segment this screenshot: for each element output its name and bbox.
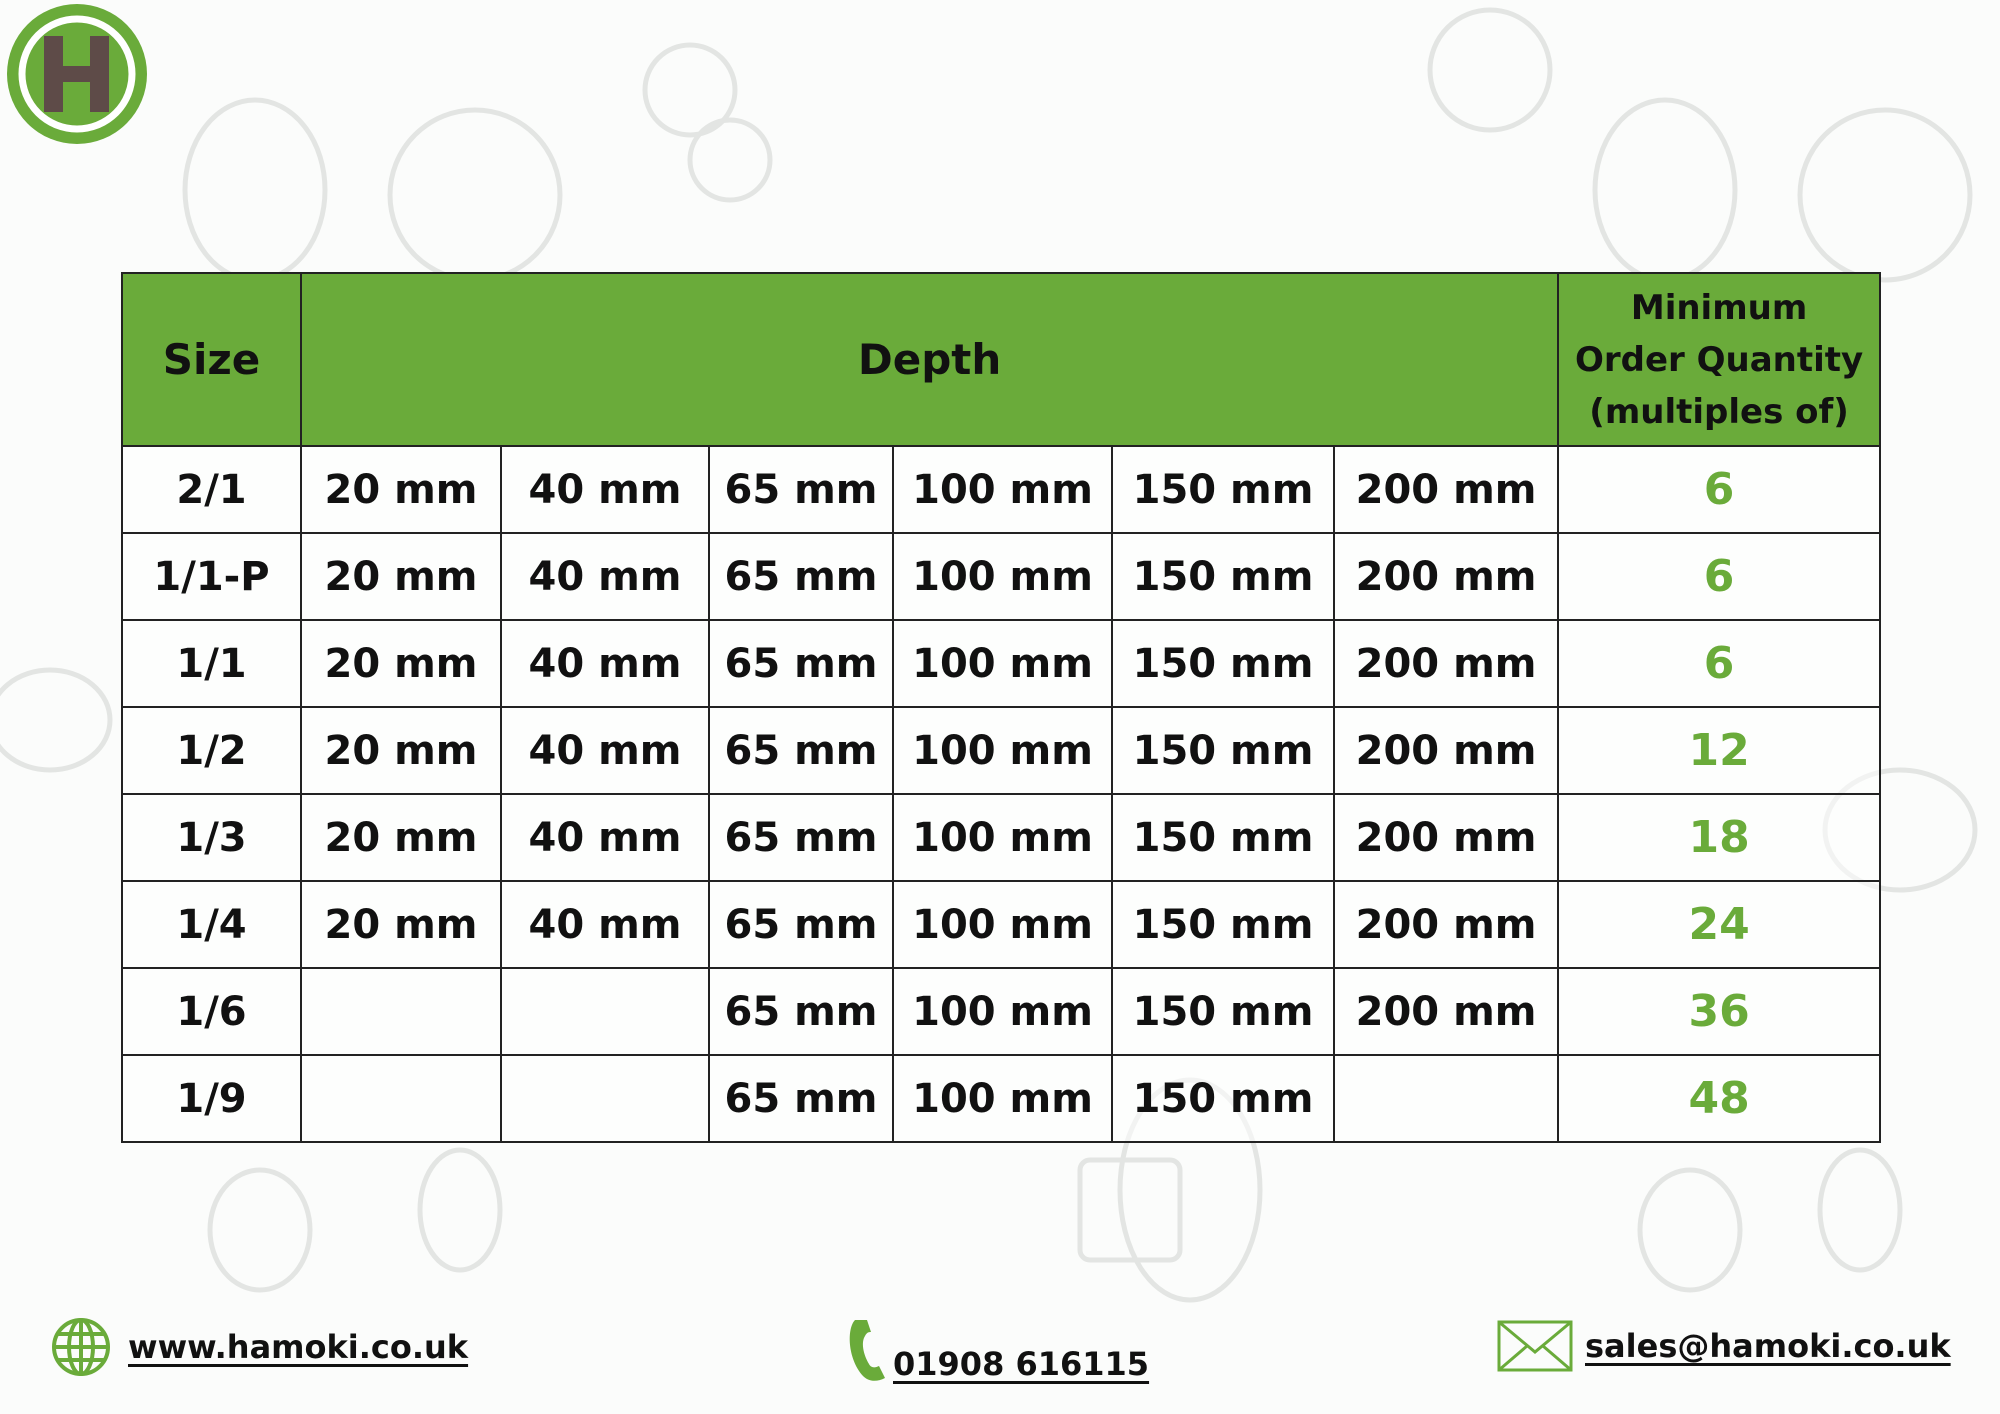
depth-cell: 100 mm [892,532,1113,621]
gastronorm-size-table: Size Depth Minimum Order Quantity (multi… [121,272,1882,1143]
depth-cell: 20 mm [300,880,502,969]
depth-cell [300,967,502,1056]
phone-link[interactable]: 01908 616115 [893,1345,1150,1383]
depth-cell: 65 mm [708,706,894,795]
hamoki-logo [7,4,147,144]
depth-cell: 20 mm [300,619,502,708]
size-cell: 1/3 [121,793,302,882]
depth-cell: 65 mm [708,445,894,534]
depth-cell: 100 mm [892,967,1113,1056]
header-depth: Depth [299,272,1560,447]
footer-phone[interactable]: 01908 616115 [845,1318,1149,1384]
depth-cell: 100 mm [892,619,1113,708]
moq-cell: 6 [1557,532,1882,621]
moq-cell: 6 [1557,619,1882,708]
size-cell: 1/4 [121,880,302,969]
envelope-icon [1497,1320,1573,1372]
depth-cell: 20 mm [300,706,502,795]
footer-email[interactable]: sales@hamoki.co.uk [1497,1320,1951,1372]
depth-cell: 200 mm [1332,532,1560,621]
depth-cell: 150 mm [1111,532,1335,621]
depth-cell: 200 mm [1332,619,1560,708]
depth-cell: 65 mm [708,880,894,969]
depth-cell: 20 mm [300,445,502,534]
depth-cell: 150 mm [1111,619,1335,708]
footer-website[interactable]: www.hamoki.co.uk [50,1316,468,1378]
size-cell: 1/2 [121,706,302,795]
depth-cell: 150 mm [1111,967,1335,1056]
depth-cell: 65 mm [708,619,894,708]
header-moq-line: (multiples of) [1589,391,1849,432]
depth-cell: 200 mm [1332,793,1560,882]
table-row: 2/1 20 mm 40 mm 65 mm 100 mm 150 mm 200 mm 6 [121,445,1882,534]
size-cell: 2/1 [121,445,302,534]
table-row: 1/6 65 mm 100 mm 150 mm 200 mm 36 [121,967,1882,1056]
depth-cell: 40 mm [500,619,710,708]
table-row: 1/1 20 mm 40 mm 65 mm 100 mm 150 mm 200 mm 6 [121,619,1882,708]
depth-cell: 100 mm [892,793,1113,882]
size-cell: 1/1-P [121,532,302,621]
depth-cell: 40 mm [500,445,710,534]
table-row: 1/3 20 mm 40 mm 65 mm 100 mm 150 mm 200 mm 18 [121,793,1882,882]
depth-cell: 150 mm [1111,445,1335,534]
depth-cell: 200 mm [1332,880,1560,969]
moq-cell: 36 [1557,967,1882,1056]
depth-cell: 150 mm [1111,1054,1335,1143]
depth-cell: 200 mm [1332,967,1560,1056]
header-moq-line: Order Quantity [1574,339,1864,380]
table-row: 1/2 20 mm 40 mm 65 mm 100 mm 150 mm 200 mm 12 [121,706,1882,795]
depth-cell: 100 mm [892,880,1113,969]
moq-cell: 24 [1557,880,1882,969]
depth-cell: 20 mm [300,532,502,621]
moq-cell: 12 [1557,706,1882,795]
depth-cell: 100 mm [892,706,1113,795]
depth-cell: 150 mm [1111,880,1335,969]
depth-cell: 65 mm [708,532,894,621]
depth-cell: 200 mm [1332,706,1560,795]
header-moq-line: Minimum [1630,287,1808,328]
depth-cell: 150 mm [1111,706,1335,795]
header-moq: Minimum Order Quantity (multiples of) [1557,272,1882,447]
depth-cell: 150 mm [1111,793,1335,882]
depth-cell: 40 mm [500,532,710,621]
globe-icon [52,1318,110,1376]
moq-cell: 48 [1557,1054,1882,1143]
depth-cell: 65 mm [708,967,894,1056]
depth-cell: 40 mm [500,793,710,882]
depth-cell: 200 mm [1332,445,1560,534]
depth-cell: 40 mm [500,706,710,795]
table-row: 1/9 65 mm 100 mm 150 mm 48 [121,1054,1882,1143]
depth-cell: 65 mm [708,1054,894,1143]
website-link[interactable]: www.hamoki.co.uk [128,1328,469,1366]
depth-cell: 20 mm [300,793,502,882]
size-cell: 1/6 [121,967,302,1056]
moq-cell: 18 [1557,793,1882,882]
depth-cell [500,1054,710,1143]
table-row: 1/4 20 mm 40 mm 65 mm 100 mm 150 mm 200 mm 24 [121,880,1882,969]
size-cell: 1/9 [121,1054,302,1143]
size-cell: 1/1 [121,619,302,708]
depth-cell [500,967,710,1056]
table-row: 1/1-P 20 mm 40 mm 65 mm 100 mm 150 mm 200 mm 6 [121,532,1882,621]
depth-cell: 65 mm [708,793,894,882]
depth-cell [1332,1054,1560,1143]
depth-cell [300,1054,502,1143]
phone-icon [849,1320,885,1381]
depth-cell: 100 mm [892,445,1113,534]
email-link[interactable]: sales@hamoki.co.uk [1585,1327,1951,1365]
moq-cell: 6 [1557,445,1882,534]
depth-cell: 40 mm [500,880,710,969]
header-size: Size [121,272,302,447]
depth-cell: 100 mm [892,1054,1113,1143]
